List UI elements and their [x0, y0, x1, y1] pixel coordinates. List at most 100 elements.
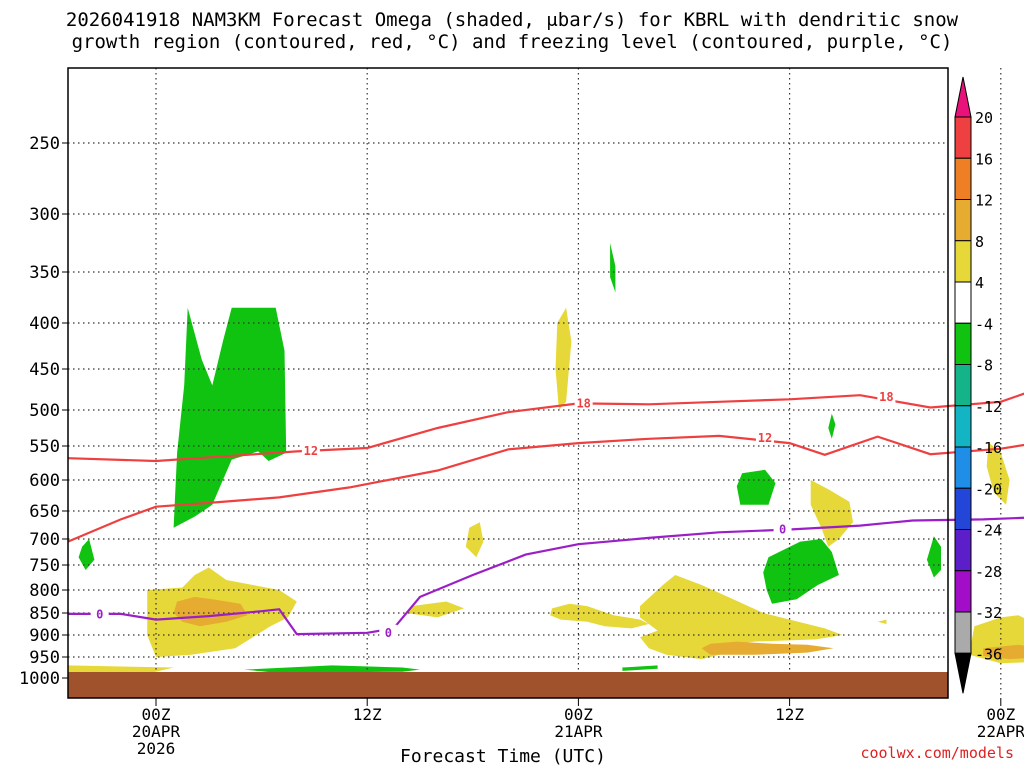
x-tick-label-1-2: 20APR	[132, 722, 181, 741]
subsidence-yellow-850mb-9	[877, 619, 887, 624]
y-tick-label-450: 450	[29, 360, 60, 380]
credit-text: coolwx.com/models	[860, 744, 1014, 762]
colorbar-box-7	[954, 364, 972, 407]
colorbar-box-3	[954, 199, 972, 242]
freezing-level-0C-label-2: 0	[385, 626, 392, 640]
dendritic-upper-18C-label-bg-1	[574, 395, 593, 410]
colorbar-label-5: 4	[975, 274, 984, 292]
colorbar: 20 16 12 8 4 -4 -8 -12 -16 -20 -24 -28 -32 -36	[954, 76, 1002, 694]
y-tick-label-900: 900	[29, 626, 60, 646]
colorbar-label-2: 16	[975, 150, 993, 168]
ascent-green-400-650mb-5	[828, 413, 836, 439]
gridlines	[68, 68, 1002, 698]
colorbar-label-12: -28	[975, 563, 1002, 581]
x-tick-label-4-1: 12Z	[775, 705, 804, 724]
y-tick-label-950: 950	[29, 648, 60, 668]
freezing-level-0C-label-bg-2	[379, 624, 398, 639]
subsidence-yellow-850mb-8	[810, 480, 853, 547]
y-tick-label-350: 350	[29, 263, 60, 283]
x-tick-label-5-1: 00Z	[986, 705, 1015, 724]
x-tick-label-3-1: 00Z	[564, 705, 593, 724]
ascent-green-400-650mb-3	[736, 469, 776, 505]
y-tick-label-300: 300	[29, 205, 60, 225]
freezing-level-0C-label-3: 0	[779, 522, 786, 536]
ground-layer	[68, 672, 948, 698]
colorbar-label-4: 8	[975, 233, 984, 251]
y-tick-label-500: 500	[29, 401, 60, 421]
dendritic-lower-12C-label-bg-1	[301, 442, 320, 457]
plot-frame	[67, 67, 949, 699]
freezing-level-0C-label-bg-1	[90, 606, 109, 621]
y-tick-label-700: 700	[29, 530, 60, 550]
x-tick-label-1-3: 2026	[137, 739, 176, 758]
colorbar-box-5	[954, 281, 972, 324]
y-tick-label-250: 250	[29, 134, 60, 154]
ascent-green-400-650mb-9	[622, 665, 658, 671]
x-tick-label-3-2: 21APR	[554, 722, 603, 741]
colorbar-label-8: -12	[975, 398, 1002, 416]
subsidence-orange-850mb-1	[173, 596, 248, 627]
colorbar-label-11: -24	[975, 522, 1002, 540]
colorbar-bottom-triangle	[954, 652, 972, 694]
x-tick-label-5-2: 22APR	[977, 722, 1024, 741]
ascent-green-400-650mb-4	[763, 539, 839, 604]
y-tick-label-750: 750	[29, 556, 60, 576]
colorbar-top-triangle	[954, 76, 972, 118]
y-tick-label-650: 650	[29, 502, 60, 522]
dendritic-lower-12C-label-2: 12	[758, 431, 772, 445]
colorbar-label-1: 20	[975, 109, 993, 127]
colorbar-box-10	[954, 487, 972, 530]
colorbar-box-1	[954, 116, 972, 159]
freezing-level-0C	[68, 516, 1024, 636]
chart-title-line1: 2026041918 NAM3KM Forecast Omega (shaded…	[65, 9, 959, 31]
subsidence-orange-850mb-2	[701, 641, 834, 655]
ascent-green-400-650mb-8	[244, 665, 420, 673]
freezing-level-0C-label-bg-3	[773, 521, 792, 536]
subsidence-yellow-850mb-4	[465, 522, 484, 558]
colorbar-box-12	[954, 570, 972, 613]
colorbar-box-4	[954, 240, 972, 283]
y-tick-label-800: 800	[29, 581, 60, 601]
ascent-green-400-650mb-1	[173, 307, 287, 528]
ascent-green-400-650mb-6	[926, 536, 941, 578]
omega-shading	[68, 243, 1024, 676]
colorbar-label-10: -20	[975, 480, 1002, 498]
dendritic-upper-18C-label-bg-2	[877, 388, 896, 403]
colorbar-label-7: -8	[975, 357, 993, 375]
subsidence-yellow-850mb-5	[555, 307, 572, 410]
subsidence-yellow-850mb-11	[986, 442, 1010, 505]
colorbar-label-13: -32	[975, 604, 1002, 622]
ascent-green-350mb-1	[610, 243, 616, 293]
dendritic-upper-18C-label-1: 18	[576, 396, 590, 410]
colorbar-box-2	[954, 157, 972, 200]
dendritic-lower-12C-label-bg-2	[755, 430, 774, 445]
freezing-level-0C-label-1: 0	[96, 607, 103, 621]
colorbar-box-9	[954, 446, 972, 489]
ascent-green-400-650mb-2	[78, 539, 95, 570]
colorbar-box-8	[954, 405, 972, 448]
y-tick-label-400: 400	[29, 314, 60, 334]
colorbar-box-11	[954, 529, 972, 572]
y-tick-label-550: 550	[29, 437, 60, 457]
colorbar-box-6	[954, 322, 972, 365]
colorbar-label-14: -36	[975, 645, 1002, 663]
ground-fill	[68, 672, 948, 698]
dendritic-upper-18C-label-2: 18	[879, 390, 893, 404]
x-tick-label-1-1: 00Z	[142, 705, 171, 724]
y-tick-label-600: 600	[29, 471, 60, 491]
subsidence-yellow-850mb-3	[405, 601, 464, 618]
x-tick-label-2-1: 12Z	[353, 705, 382, 724]
subsidence-yellow-850mb-6	[550, 603, 649, 629]
dendritic-lower-12C-label-1: 12	[304, 444, 318, 458]
subsidence-yellow-850mb-7	[640, 575, 843, 660]
y-axis-ticks: 2503003504004505005506006507007508008509…	[19, 134, 68, 689]
colorbar-label-6: -4	[975, 315, 993, 333]
chart-title-line2: growth region (contoured, red, °C) and f…	[71, 31, 953, 53]
y-tick-label-1000: 1000	[19, 669, 60, 689]
colorbar-label-9: -16	[975, 439, 1002, 457]
colorbar-label-3: 12	[975, 192, 993, 210]
y-tick-label-850: 850	[29, 604, 60, 624]
x-axis-title: Forecast Time (UTC)	[400, 746, 606, 767]
